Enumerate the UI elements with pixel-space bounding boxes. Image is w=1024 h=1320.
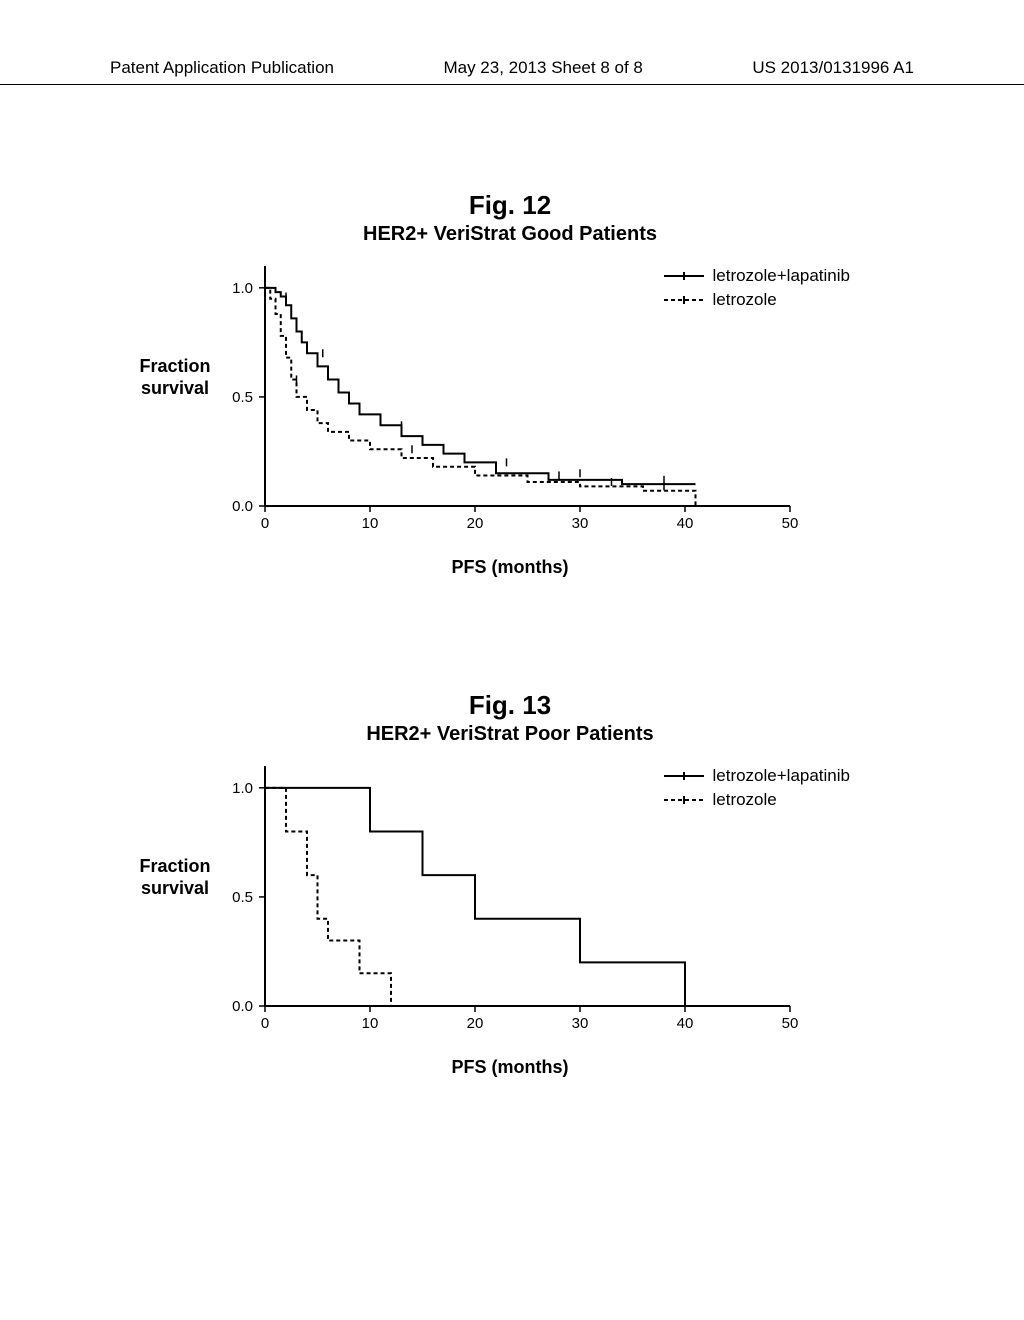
figure-13: Fig. 13 HER2+ VeriStrat Poor Patients Fr… — [130, 690, 890, 1076]
svg-text:10: 10 — [362, 1015, 379, 1032]
svg-text:40: 40 — [677, 1015, 694, 1032]
svg-text:30: 30 — [572, 515, 589, 532]
figures-13-title: HER2+ VeriStrat Poor Patients — [130, 723, 890, 746]
svg-text:1.0: 1.0 — [232, 280, 253, 297]
legend-swatch-dashed-icon — [664, 790, 704, 810]
legend-item: letrozole — [664, 290, 850, 310]
svg-text:20: 20 — [467, 1015, 484, 1032]
svg-text:0: 0 — [261, 1015, 269, 1032]
header-center: May 23, 2013 Sheet 8 of 8 — [443, 58, 642, 78]
legend-swatch-solid-icon — [664, 266, 704, 286]
figure-13-legend: letrozole+lapatinib letrozole — [664, 766, 850, 814]
legend-swatch-solid-icon — [664, 766, 704, 786]
svg-text:20: 20 — [467, 515, 484, 532]
figure-13-chart: Fraction survival 010203040500.00.51.0 P… — [210, 756, 810, 1076]
figure-12-ylabel: Fraction survival — [130, 356, 220, 399]
svg-text:0.0: 0.0 — [232, 998, 253, 1015]
svg-text:0.0: 0.0 — [232, 498, 253, 515]
figure-13-xlabel: PFS (months) — [452, 1057, 569, 1078]
legend-item: letrozole+lapatinib — [664, 766, 850, 786]
figure-12-legend: letrozole+lapatinib letrozole — [664, 266, 850, 314]
svg-text:10: 10 — [362, 515, 379, 532]
legend-item: letrozole — [664, 790, 850, 810]
page-header: Patent Application Publication May 23, 2… — [0, 58, 1024, 85]
figure-12-chart: Fraction survival 010203040500.00.51.0 P… — [210, 256, 810, 576]
figure-12-label: Fig. 12 — [130, 190, 890, 221]
figure-12-title: HER2+ VeriStrat Good Patients — [130, 223, 890, 246]
legend-item: letrozole+lapatinib — [664, 266, 850, 286]
figure-13-ylabel: Fraction survival — [130, 856, 220, 899]
svg-text:1.0: 1.0 — [232, 780, 253, 797]
figure-12: Fig. 12 HER2+ VeriStrat Good Patients Fr… — [130, 190, 890, 576]
svg-text:50: 50 — [782, 515, 799, 532]
figure-13-label: Fig. 13 — [130, 690, 890, 721]
svg-text:0.5: 0.5 — [232, 889, 253, 906]
svg-text:0: 0 — [261, 515, 269, 532]
header-left: Patent Application Publication — [110, 58, 334, 78]
svg-text:40: 40 — [677, 515, 694, 532]
svg-text:30: 30 — [572, 1015, 589, 1032]
legend-swatch-dashed-icon — [664, 290, 704, 310]
header-right: US 2013/0131996 A1 — [752, 58, 914, 78]
svg-text:0.5: 0.5 — [232, 389, 253, 406]
figure-12-xlabel: PFS (months) — [452, 557, 569, 578]
svg-text:50: 50 — [782, 1015, 799, 1032]
